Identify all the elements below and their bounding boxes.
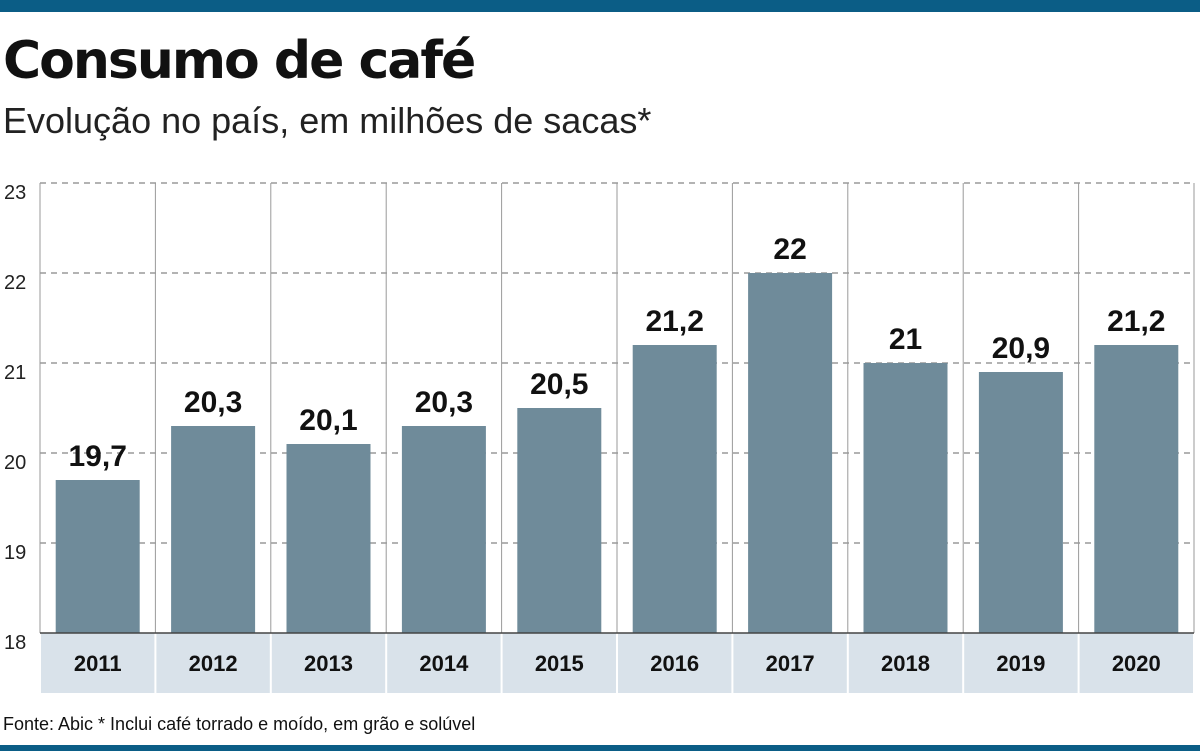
x-tick-label: 2012	[189, 651, 238, 676]
data-label: 20,1	[299, 404, 357, 437]
y-tick-label: 18	[4, 632, 26, 654]
bar	[863, 363, 948, 633]
bar	[171, 426, 256, 633]
bar-chart: 18 19 20 21 22 23 19,7 2011 20,3 2012 20,1 2013 20,3…	[4, 182, 1195, 693]
data-label: 20,5	[530, 368, 588, 401]
x-tick-label: 2020	[1112, 651, 1161, 676]
data-label: 21,2	[646, 305, 704, 338]
y-tick-label: 23	[4, 182, 26, 204]
x-tick-label: 2016	[650, 651, 699, 676]
y-tick-label: 19	[4, 542, 26, 564]
y-tick-label: 21	[4, 362, 26, 384]
data-label: 21	[889, 323, 922, 356]
source-note: Fonte: Abic * Inclui café torrado e moíd…	[3, 714, 476, 734]
bar	[55, 480, 140, 633]
chart-title: Consumo de café	[3, 31, 476, 91]
y-tick-label: 20	[4, 452, 26, 474]
data-label: 19,7	[69, 440, 127, 473]
y-tick-label: 22	[4, 272, 26, 294]
bar	[517, 408, 602, 633]
top-rule	[0, 0, 1200, 12]
chart-subtitle: Evolução no país, em milhões de sacas*	[3, 100, 652, 141]
x-tick-label: 2014	[419, 651, 469, 676]
bar	[401, 426, 486, 633]
bar	[632, 345, 717, 633]
x-tick-label: 2015	[535, 651, 584, 676]
bar	[286, 444, 371, 633]
data-label: 20,3	[415, 386, 473, 419]
x-tick-label: 2017	[766, 651, 815, 676]
x-tick-label: 2018	[881, 651, 930, 676]
x-tick-label: 2019	[996, 651, 1045, 676]
x-tick-label: 2011	[74, 651, 122, 676]
bar	[978, 372, 1063, 633]
bar	[748, 273, 833, 633]
data-label: 20,9	[992, 332, 1050, 365]
x-tick-label: 2013	[304, 651, 353, 676]
bar	[1094, 345, 1179, 633]
data-label: 22	[773, 233, 806, 266]
data-label: 20,3	[184, 386, 242, 419]
data-label: 21,2	[1107, 305, 1165, 338]
bottom-rule	[0, 745, 1200, 751]
